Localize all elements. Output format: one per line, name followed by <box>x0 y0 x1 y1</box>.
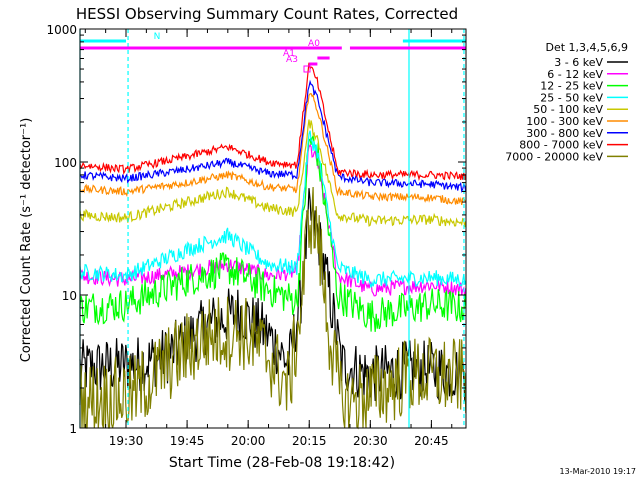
series-line-7 <box>79 62 467 182</box>
x-tick-label-2: 20:00 <box>231 434 266 448</box>
legend-label-1: 6 - 12 keV <box>547 68 603 81</box>
y-tick-label-3: 1000 <box>46 23 77 37</box>
legend-header: Det 1,3,4,5,6,9 <box>545 41 628 54</box>
legend-label-8: 7000 - 20000 keV <box>505 150 603 163</box>
state-bar-label-A0: A0 <box>308 39 320 49</box>
axes-layer: 1 10 100 1000 19:30 19:45 20:00 20:15 20:30 20:45 <box>46 23 467 448</box>
y-tick-label-0: 1 <box>69 422 77 436</box>
state-bar-label-A1: A1 <box>283 49 295 59</box>
state-bar-label-N: N <box>154 32 161 42</box>
y-tick-label-2: 100 <box>54 156 77 170</box>
legend-label-0: 3 - 6 keV <box>554 56 603 69</box>
x-axis-label: Start Time (28-Feb-08 19:18:42) <box>169 455 395 471</box>
series-line-5 <box>79 93 466 206</box>
x-tick-label-1: 19:45 <box>170 434 205 448</box>
series-line-3 <box>79 130 467 288</box>
legend-label-2: 12 - 25 keV <box>540 80 603 93</box>
x-tick-label-3: 20:15 <box>292 434 327 448</box>
y-axis-label: Corrected Count Rate (s⁻¹ detector⁻¹) <box>19 118 34 363</box>
y-tick-label-1: 10 <box>62 289 77 303</box>
series-layer <box>79 62 467 430</box>
footer-date: 13-Mar-2010 19:17 <box>560 467 637 476</box>
series-line-8 <box>79 186 467 430</box>
state-bar-label-A3: A3 <box>286 55 298 65</box>
attenuator-box <box>303 65 311 73</box>
chart-title: HESSI Observing Summary Count Rates, Cor… <box>76 5 458 23</box>
x-tick-label-4: 20:30 <box>353 434 388 448</box>
x-tick-label-5: 20:45 <box>414 434 449 448</box>
x-tick-label-0: 19:30 <box>109 434 144 448</box>
legend-label-6: 300 - 800 keV <box>526 127 603 140</box>
series-line-6 <box>79 79 467 194</box>
legend-label-7: 800 - 7000 keV <box>519 139 603 152</box>
legend-label-5: 100 - 300 keV <box>526 115 603 128</box>
series-line-1 <box>79 143 467 298</box>
plot-frame <box>79 28 467 429</box>
series-line-4 <box>79 119 467 228</box>
series-line-2 <box>79 133 467 332</box>
legend-label-3: 25 - 50 keV <box>540 91 603 104</box>
legend-label-4: 50 - 100 keV <box>533 103 603 116</box>
